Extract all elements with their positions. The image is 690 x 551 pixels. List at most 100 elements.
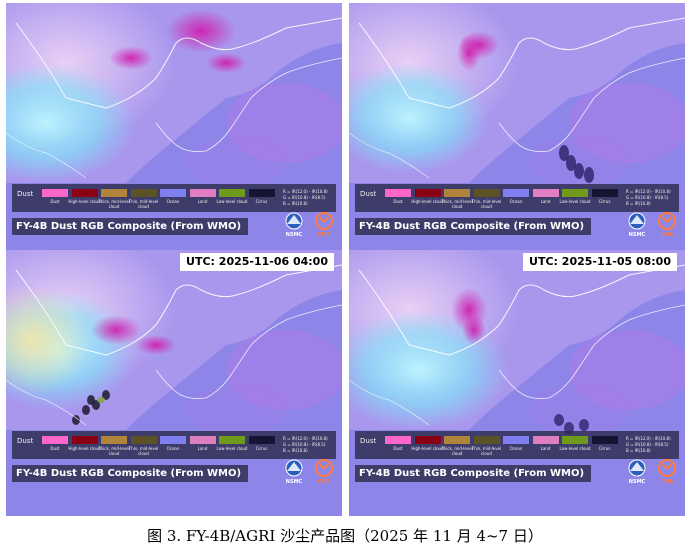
dust-plume	[91, 315, 141, 345]
legend-label: Thick, mid-level cloud	[98, 199, 130, 209]
legend-label: Ocean	[166, 446, 180, 451]
legend-swatch	[248, 436, 275, 444]
cma-logo-icon: CMA	[311, 212, 337, 238]
legend-title: Dust	[360, 437, 377, 445]
legend-bar: Dust Dust High-level cloud Thick, mid-leve…	[355, 431, 679, 459]
cloud-patch	[186, 385, 286, 435]
legend-formula-r: R = IR(12.0) - IR(10.8)	[283, 189, 328, 194]
product-title: FY-4B Dust RGB Composite (From WMO)	[359, 221, 585, 232]
legend-title: Dust	[17, 437, 34, 445]
cold-cloud-region	[349, 63, 489, 173]
cloud-patch	[226, 83, 342, 163]
legend-label: Dust	[50, 199, 60, 204]
legend-swatch	[71, 436, 98, 444]
legend-bar: Dust Dust High-level cloud Thick, mid-leve…	[355, 184, 679, 212]
legend-label: Cirrus	[598, 446, 611, 451]
cirrus-cell	[82, 405, 90, 415]
legend-title: Dust	[17, 190, 34, 198]
coastline	[6, 379, 87, 426]
cirrus-cell	[579, 419, 589, 431]
legend-swatch	[71, 189, 98, 197]
legend-swatch	[562, 436, 588, 444]
cirrus-cell	[92, 400, 100, 410]
coastline	[358, 17, 685, 109]
satellite-panel-top-left: Dust Dust High-level cloud Thick, mid-leve…	[6, 3, 342, 269]
legend-swatch	[473, 436, 500, 444]
legend-label: Thin, mid-level cloud	[128, 446, 159, 456]
product-title: FY-4B Dust RGB Composite (From WMO)	[359, 468, 585, 479]
legend-formula-r: R = IR(12.0) - IR(10.8)	[626, 436, 671, 441]
legend-swatch	[101, 436, 127, 444]
utc-timestamp: UTC: 2025-11-05 08:00	[523, 253, 677, 271]
legend-swatch	[385, 189, 411, 197]
nsmc-logo-icon: NSMC	[625, 212, 649, 238]
legend-formula-g: G = IR(10.8) - IR(8.5)	[283, 195, 326, 200]
legend-label: Low-level cloud	[216, 446, 248, 451]
legend-formula-g: G = IR(10.8) - IR(8.5)	[283, 442, 326, 447]
coastline	[155, 57, 342, 152]
cirrus-cell	[554, 414, 564, 426]
legend-label: Dust	[50, 446, 60, 451]
cma-logo-text: CMA	[660, 479, 674, 485]
legend-label: Thick, mid-level cloud	[98, 446, 130, 456]
product-title: FY-4B Dust RGB Composite (From WMO)	[16, 468, 242, 479]
cirrus-cell	[566, 155, 576, 171]
legend-swatch	[532, 436, 559, 444]
legend-swatch	[591, 436, 618, 444]
product-title-bar: FY-4B Dust RGB Composite (From WMO)	[355, 465, 591, 482]
legend-swatch	[219, 189, 245, 197]
legend-swatch	[414, 189, 441, 197]
legend-label: Thin, mid-level cloud	[471, 446, 502, 456]
legend-label: Land	[540, 446, 551, 451]
dust-plume	[166, 9, 236, 53]
legend-label: Thick, mid-level cloud	[441, 446, 473, 456]
legend-formula-g: G = IR(10.8) - IR(8.5)	[626, 442, 669, 447]
legend-formula-b: B = IR(10.8)	[626, 448, 651, 453]
coastline	[155, 304, 342, 399]
legend-label: Low-level cloud	[216, 199, 248, 204]
nsmc-logo-icon: NSMC	[625, 459, 649, 485]
legend-swatch	[473, 189, 500, 197]
legend-label: Land	[540, 199, 551, 204]
legend-label: Ocean	[166, 199, 180, 204]
cma-logo-text: CMA	[660, 232, 674, 238]
satellite-panel-bottom-right: UTC: 2025-11-05 08:00 Dust Dust High-leve…	[349, 250, 685, 516]
legend-swatch	[503, 189, 529, 197]
legend-bar: Dust Dust High-level cloud Thick, mid-leve…	[12, 184, 336, 212]
cma-logo-icon: CMA	[654, 459, 680, 485]
cold-cloud-region	[6, 63, 136, 183]
legend-formula-r: R = IR(12.0) - IR(10.8)	[626, 189, 671, 194]
legend-label: Thin, mid-level cloud	[128, 199, 159, 209]
legend-formula-g: G = IR(10.8) - IR(8.5)	[626, 195, 669, 200]
legend-swatch	[101, 189, 127, 197]
product-title: FY-4B Dust RGB Composite (From WMO)	[16, 221, 242, 232]
cma-logo-icon: CMA	[654, 212, 680, 238]
coastline	[349, 132, 430, 179]
legend-label: Land	[197, 446, 208, 451]
legend-bar: Dust Dust High-level cloud Thick, mid-leve…	[12, 431, 336, 459]
legend-label: Cirrus	[255, 199, 268, 204]
cirrus-cell	[574, 163, 584, 179]
cirrus-cell	[559, 145, 569, 161]
legend-label: Ocean	[509, 446, 523, 451]
legend-swatch	[414, 436, 441, 444]
satellite-panel-bottom-left: UTC: 2025-11-06 04:00 Dust Dust High-leve…	[6, 250, 342, 516]
legend-swatch	[130, 189, 157, 197]
legend-label: Dust	[393, 199, 403, 204]
product-title-bar: FY-4B Dust RGB Composite (From WMO)	[355, 218, 591, 235]
nsmc-logo-icon: NSMC	[282, 212, 306, 238]
cloud-patch	[226, 330, 342, 410]
coastline	[6, 132, 87, 179]
legend-swatch	[562, 189, 588, 197]
dust-plume	[109, 46, 153, 70]
legend-swatch	[189, 436, 216, 444]
legend-label: High-level cloud	[411, 446, 444, 451]
coastline	[15, 264, 342, 356]
legend-label: Land	[197, 199, 208, 204]
coastline	[349, 379, 430, 426]
nsmc-logo-text: NSMC	[285, 479, 303, 485]
low-cloud-cell	[97, 397, 105, 403]
dust-plume	[206, 53, 246, 73]
coastline	[498, 57, 685, 152]
nsmc-logo-text: NSMC	[628, 479, 646, 485]
